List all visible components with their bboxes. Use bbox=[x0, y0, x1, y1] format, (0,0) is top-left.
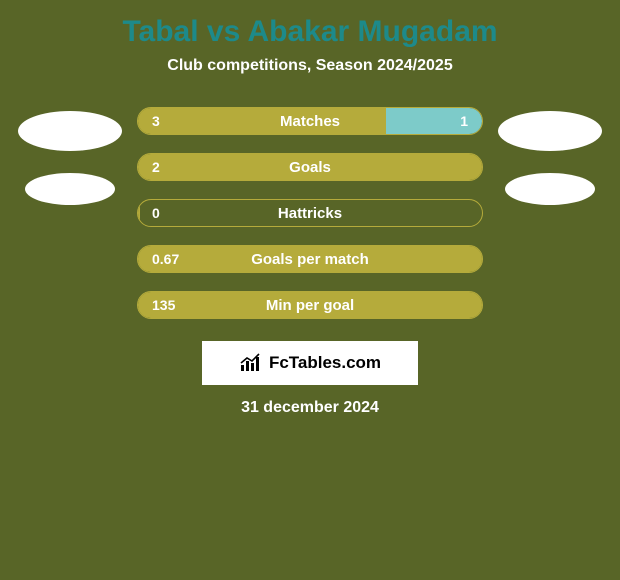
brand-label: FcTables.com bbox=[269, 353, 381, 373]
stat-label: Goals per match bbox=[138, 246, 482, 272]
date-label: 31 december 2024 bbox=[0, 399, 620, 417]
page-title: Tabal vs Abakar Mugadam bbox=[0, 15, 620, 49]
brand-box[interactable]: FcTables.com bbox=[202, 341, 418, 385]
player-left-avatar bbox=[18, 111, 122, 151]
stat-row: 135Min per goal bbox=[137, 291, 483, 319]
stat-bars: 31Matches 2Goals 0Hattricks 0.67Goals per m… bbox=[137, 107, 483, 319]
comparison-widget: Tabal vs Abakar Mugadam Club competition… bbox=[0, 0, 620, 580]
stat-row: 2Goals bbox=[137, 153, 483, 181]
stat-row: 31Matches bbox=[137, 107, 483, 135]
left-avatar-col bbox=[15, 107, 125, 205]
right-avatar-col bbox=[495, 107, 605, 205]
player-right-avatar bbox=[498, 111, 602, 151]
subtitle: Club competitions, Season 2024/2025 bbox=[0, 57, 620, 75]
brand-chart-icon bbox=[239, 353, 265, 373]
stat-label: Min per goal bbox=[138, 292, 482, 318]
stats-area: 31Matches 2Goals 0Hattricks 0.67Goals per m… bbox=[0, 107, 620, 319]
team-right-badge bbox=[505, 173, 595, 205]
stat-row: 0.67Goals per match bbox=[137, 245, 483, 273]
stat-label: Hattricks bbox=[138, 200, 482, 226]
stat-label: Goals bbox=[138, 154, 482, 180]
stat-row: 0Hattricks bbox=[137, 199, 483, 227]
team-left-badge bbox=[25, 173, 115, 205]
stat-label: Matches bbox=[138, 108, 482, 134]
